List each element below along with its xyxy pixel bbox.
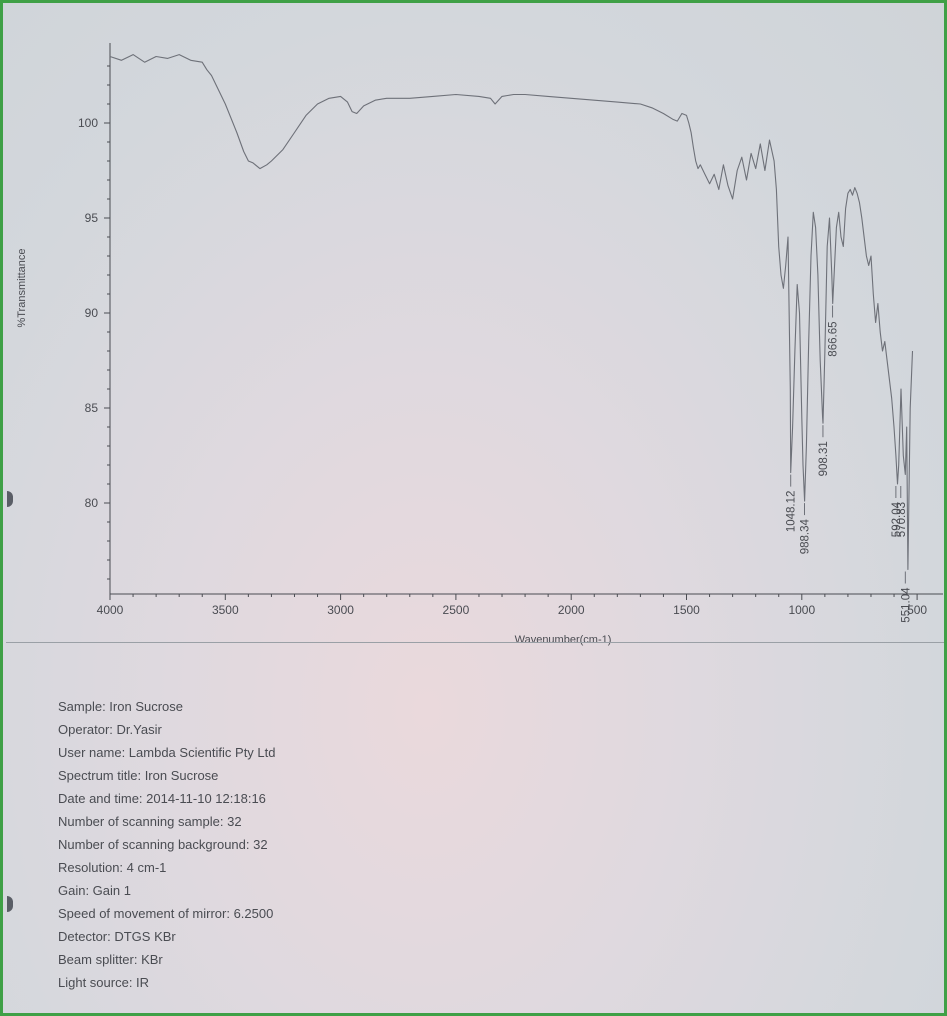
- chart-axes: [109, 43, 943, 595]
- chart-ticks: 4000 3500 3000 2500 2000 1500 1000 500 80 85 90 95 1…: [78, 65, 927, 617]
- info-line-date-time: Date and time: 2014-11-10 12:18:16: [58, 791, 266, 806]
- peak-label: 592.04: [891, 486, 903, 537]
- x-tick-label: 4000: [97, 603, 124, 617]
- peak-label-text: 866.65: [828, 322, 840, 357]
- sample-info-list: Sample: Iron Sucrose Operator: Dr.Yasir …: [58, 695, 276, 994]
- spectrum-line: [109, 54, 914, 571]
- x-tick-label: 3500: [212, 603, 239, 617]
- y-tick-label: 80: [85, 496, 99, 510]
- y-axis-label: %Transmittance: [16, 248, 28, 327]
- x-tick-label: 2500: [443, 603, 470, 617]
- info-line-gain: Gain: Gain 1: [58, 883, 131, 898]
- peak-label: 866.65: [828, 305, 840, 357]
- x-tick-label: 1000: [788, 603, 815, 617]
- peak-label-text: 592.04: [891, 501, 903, 537]
- x-tick-label: 3000: [327, 603, 354, 617]
- info-line-spectrum-title: Spectrum title: Iron Sucrose: [58, 768, 219, 783]
- y-tick-label: 95: [85, 211, 99, 225]
- binder-hole-mark: [7, 896, 13, 912]
- info-line-light-source: Light source: IR: [58, 975, 150, 990]
- peak-label: 1048.12: [786, 474, 798, 533]
- peak-label-text: 551.04: [900, 587, 912, 623]
- info-line-operator: Operator: Dr.Yasir: [58, 722, 162, 737]
- x-tick-label: 1500: [673, 603, 700, 617]
- info-line-mirror-speed: Speed of movement of mirror: 6.2500: [58, 906, 274, 921]
- x-tick-label: 500: [907, 603, 927, 617]
- ftir-spectrum-chart: 4000 3500 3000 2500 2000 1500 1000 500 80 85 90 95 1…: [16, 43, 943, 646]
- peak-label: 551.04: [900, 571, 912, 623]
- peak-label: 908.31: [818, 425, 830, 476]
- info-line-sample: Sample: Iron Sucrose: [58, 699, 184, 714]
- peak-label-text: 570.83: [896, 502, 908, 537]
- peak-label: 570.83: [896, 486, 908, 537]
- spectrum-trace: [109, 54, 914, 571]
- peak-label-text: 1048.12: [786, 491, 798, 533]
- y-tick-label: 85: [85, 401, 99, 415]
- binder-hole-mark: [7, 491, 13, 507]
- peak-label: 988.34: [800, 503, 812, 554]
- section-divider: [6, 642, 944, 643]
- x-tick-label: 2000: [558, 603, 585, 617]
- peak-label-text: 908.31: [818, 441, 830, 476]
- x-axis-label: Wavenumber(cm-1): [515, 634, 612, 646]
- info-line-beam-splitter: Beam splitter: KBr: [58, 952, 163, 967]
- info-line-scanning-background: Number of scanning background: 32: [58, 837, 268, 852]
- y-tick-label: 100: [78, 116, 98, 130]
- info-line-user-name: User name: Lambda Scientific Pty Ltd: [58, 745, 276, 760]
- info-line-resolution: Resolution: 4 cm-1: [58, 860, 167, 875]
- info-line-detector: Detector: DTGS KBr: [58, 929, 176, 944]
- peak-label-text: 988.34: [800, 519, 812, 555]
- y-tick-label: 90: [85, 306, 99, 320]
- info-line-scanning-sample: Number of scanning sample: 32: [58, 814, 242, 829]
